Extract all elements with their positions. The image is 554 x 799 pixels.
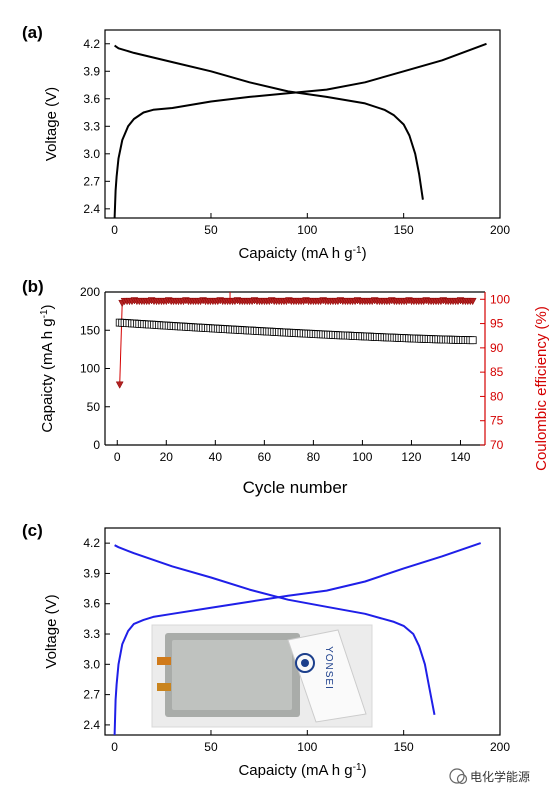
x-tick-label: 20 — [160, 450, 174, 464]
pouch-cell-body — [172, 640, 292, 710]
business-card — [287, 629, 367, 723]
y-tick-label: 3.0 — [83, 657, 100, 671]
plot-frame — [104, 527, 501, 736]
y-axis-title: Capaicty (mA h g-1) — [39, 304, 57, 432]
panel-label: (c) — [22, 521, 43, 540]
y2-tick-label: 95 — [490, 317, 504, 331]
y2-tick-label: 100 — [490, 292, 510, 306]
y-tick-label: 4.2 — [83, 37, 100, 51]
panel-label: (b) — [22, 277, 44, 296]
y-tick-label: 2.4 — [83, 718, 100, 732]
y2-tick-label: 85 — [490, 365, 504, 379]
wechat-icon — [449, 768, 465, 784]
wechat-icon-eye — [456, 773, 468, 785]
x-tick-label: 0 — [111, 740, 118, 754]
y-tick-label: 3.6 — [83, 597, 100, 611]
y-tick-label: 3.0 — [83, 147, 100, 161]
panel-a: 0 50 100 150 200 2.4 2.7 3.0 3.3 3.6 3.9 4.2 (a) Capa… — [22, 23, 510, 262]
y-tick-label: 3.9 — [83, 566, 100, 580]
discharge-curve — [114, 44, 424, 200]
x-tick-label: 200 — [490, 223, 510, 237]
x-axis-title: Cycle number — [243, 478, 348, 497]
panel-b: 0 20 40 60 80 100 120 140 0 50 100 150 200 70 75 80 85 90… — [22, 277, 550, 497]
university-logo — [295, 653, 315, 673]
panel-label: (a) — [22, 23, 43, 42]
y-tick-label: 2.7 — [83, 174, 100, 188]
efficiency-point — [115, 381, 124, 389]
y2-tick-label: 70 — [490, 438, 504, 452]
x-tick-label: 50 — [204, 740, 218, 754]
x-tick-label: 80 — [307, 450, 321, 464]
x-tick-label: 100 — [352, 450, 372, 464]
inset-text: YONSEI — [323, 646, 334, 690]
plot-frame — [104, 29, 501, 219]
y-tick-label: 3.9 — [83, 64, 100, 78]
x-tick-label: 200 — [490, 740, 510, 754]
x-tick-label: 40 — [209, 450, 223, 464]
y-tick-label: 100 — [80, 362, 100, 376]
x-tick-label: 100 — [297, 740, 317, 754]
x-tick-label: 60 — [258, 450, 272, 464]
panel-c: 0 50 100 150 200 2.4 2.7 3.0 3.3 3.6 3.9 4.2 (c) Capa… — [22, 521, 510, 779]
watermark-text: 电化学能源 — [470, 769, 530, 784]
tab-top — [157, 657, 171, 665]
y-axis-title: Voltage (V) — [43, 87, 60, 161]
y-tick-label: 50 — [87, 400, 101, 414]
y-tick-label: 0 — [93, 438, 100, 452]
x-tick-label: 150 — [394, 223, 414, 237]
y-tick-label: 3.3 — [83, 627, 100, 641]
y2-tick-label: 80 — [490, 389, 504, 403]
y-tick-label: 4.2 — [83, 536, 100, 550]
y-tick-label: 2.4 — [83, 202, 100, 216]
inset-photo: YONSEI — [151, 624, 373, 728]
y-axis-title: Voltage (V) — [43, 594, 60, 668]
x-axis-title: Capaicty (mA h g-1) — [238, 245, 366, 263]
discharge-curve — [114, 544, 436, 715]
y2-tick-label: 90 — [490, 341, 504, 355]
y2-tick-label: 75 — [490, 414, 504, 428]
watermark: 电化学能源 — [449, 768, 530, 785]
x-tick-label: 100 — [297, 223, 317, 237]
y-tick-label: 150 — [80, 323, 100, 337]
x-tick-label: 140 — [450, 450, 470, 464]
efficiency-point — [468, 297, 477, 306]
tab-bottom — [157, 683, 171, 691]
x-tick-label: 50 — [204, 223, 218, 237]
x-axis-title: Capaicty (mA h g-1) — [238, 762, 366, 780]
x-tick-label: 120 — [401, 450, 421, 464]
x-tick-label: 150 — [394, 740, 414, 754]
x-tick-label: 0 — [111, 223, 118, 237]
capacity-point — [468, 336, 477, 345]
charge-curve — [113, 542, 482, 736]
y-tick-label: 2.7 — [83, 688, 100, 702]
charge-curve — [113, 42, 487, 219]
university-logo-center — [301, 659, 309, 667]
x-tick-label: 0 — [114, 450, 121, 464]
y-tick-label: 3.3 — [83, 119, 100, 133]
y2-axis-title: Coulombic efficiency (%) — [533, 306, 550, 471]
y-tick-label: 3.6 — [83, 92, 100, 106]
y-tick-label: 200 — [80, 285, 100, 299]
